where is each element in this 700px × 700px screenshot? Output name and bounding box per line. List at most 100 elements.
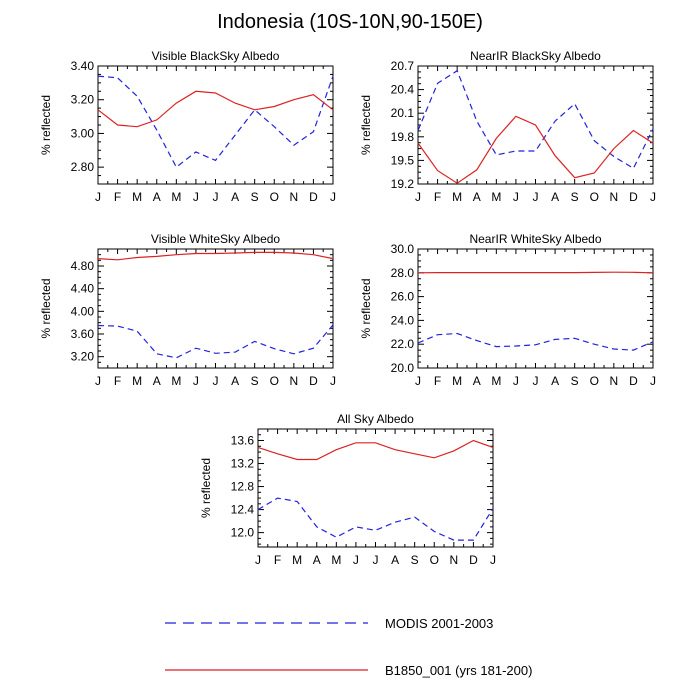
y-axis-label: % reflected: [359, 278, 373, 338]
x-tick-label: J: [650, 190, 656, 204]
x-tick-label: A: [551, 374, 559, 388]
y-axis-label: % reflected: [39, 278, 53, 338]
x-tick-label: S: [411, 553, 419, 567]
x-tick-label: A: [473, 374, 481, 388]
x-tick-label: A: [231, 374, 239, 388]
x-tick-label: F: [114, 190, 121, 204]
y-tick-label: 2.80: [71, 160, 95, 174]
series-line-modis: [257, 497, 494, 541]
x-tick-label: S: [251, 374, 259, 388]
y-tick-label: 20.1: [391, 106, 415, 120]
plot-frame: [97, 65, 334, 185]
x-tick-label: S: [571, 374, 579, 388]
x-tick-label: J: [373, 553, 379, 567]
x-tick-label: J: [490, 553, 496, 567]
x-tick-label: N: [609, 374, 618, 388]
y-tick-label: 30.0: [391, 242, 415, 256]
x-tick-label: M: [452, 374, 462, 388]
y-tick-label: 19.8: [391, 130, 415, 144]
x-tick-label: M: [132, 374, 142, 388]
y-tick-label: 24.0: [391, 313, 415, 327]
y-tick-label: 3.40: [71, 59, 95, 73]
y-tick-label: 12.8: [231, 480, 255, 494]
x-tick-label: M: [292, 553, 302, 567]
series-line-modis: [417, 332, 654, 351]
x-tick-label: O: [270, 374, 279, 388]
y-tick-label: 12.4: [231, 503, 255, 517]
x-tick-label: J: [513, 374, 519, 388]
y-tick-label: 19.5: [391, 153, 415, 167]
x-tick-label: J: [193, 374, 199, 388]
x-tick-label: M: [331, 553, 341, 567]
y-tick-label: 20.7: [391, 59, 415, 73]
x-tick-label: J: [415, 190, 421, 204]
x-tick-label: J: [95, 374, 101, 388]
x-tick-label: A: [551, 190, 559, 204]
x-tick-label: J: [95, 190, 101, 204]
y-tick-label: 3.20: [71, 93, 95, 107]
x-tick-label: D: [629, 190, 638, 204]
x-tick-label: O: [430, 553, 439, 567]
x-tick-label: F: [434, 190, 441, 204]
x-tick-label: N: [609, 190, 618, 204]
plot-frame: [97, 248, 334, 369]
legend: MODIS 2001-2003 B1850_001 (yrs 181-200): [165, 616, 532, 678]
x-tick-label: A: [153, 190, 161, 204]
x-tick-label: A: [473, 190, 481, 204]
x-tick-label: O: [590, 374, 599, 388]
legend-modis-label: MODIS 2001-2003: [385, 616, 493, 631]
x-tick-label: J: [353, 553, 359, 567]
x-tick-label: J: [330, 190, 336, 204]
series-line-model: [257, 439, 494, 461]
y-tick-label: 20.4: [391, 83, 415, 97]
x-tick-label: M: [171, 190, 181, 204]
y-tick-label: 4.00: [71, 304, 95, 318]
x-tick-label: M: [452, 190, 462, 204]
x-tick-label: M: [171, 374, 181, 388]
x-tick-label: A: [313, 553, 321, 567]
x-tick-label: J: [533, 374, 539, 388]
plot-frame: [417, 248, 654, 369]
y-tick-label: 26.0: [391, 290, 415, 304]
x-tick-label: F: [274, 553, 281, 567]
x-tick-label: A: [391, 553, 399, 567]
series-line-model: [97, 251, 334, 261]
x-tick-label: M: [491, 190, 501, 204]
x-tick-label: F: [434, 374, 441, 388]
x-tick-label: N: [449, 553, 458, 567]
x-tick-label: A: [153, 374, 161, 388]
panel-title: All Sky Albedo: [337, 412, 414, 426]
series-line-model: [97, 90, 334, 128]
y-tick-label: 4.40: [71, 282, 95, 296]
legend-model-label: B1850_001 (yrs 181-200): [385, 663, 532, 678]
x-tick-label: N: [289, 374, 298, 388]
x-tick-label: F: [114, 374, 121, 388]
x-tick-label: S: [251, 190, 259, 204]
x-tick-label: J: [213, 374, 219, 388]
y-tick-label: 3.60: [71, 327, 95, 341]
panel-title: NearIR WhiteSky Albedo: [469, 232, 601, 246]
y-tick-label: 20.0: [391, 361, 415, 375]
x-tick-label: M: [132, 190, 142, 204]
plot-frame: [257, 428, 494, 548]
x-tick-label: J: [513, 190, 519, 204]
y-axis-label: % reflected: [359, 95, 373, 155]
x-tick-label: D: [309, 374, 318, 388]
series-line-modis: [97, 324, 334, 359]
y-tick-label: 19.2: [391, 177, 415, 191]
x-tick-label: D: [629, 374, 638, 388]
panel-title: NearIR BlackSky Albedo: [470, 49, 601, 63]
series-line-model: [417, 271, 654, 274]
y-tick-label: 3.20: [71, 350, 95, 364]
y-tick-label: 13.2: [231, 457, 255, 471]
x-tick-label: M: [491, 374, 501, 388]
y-tick-label: 4.80: [71, 259, 95, 273]
panel-title: Visible BlackSky Albedo: [152, 49, 280, 63]
y-tick-label: 22.0: [391, 337, 415, 351]
x-tick-label: O: [590, 190, 599, 204]
series-line-modis: [97, 75, 334, 169]
